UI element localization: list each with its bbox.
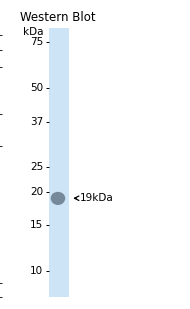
Text: 10: 10 (30, 266, 43, 276)
Title: Western Blot: Western Blot (20, 11, 96, 24)
Text: 37: 37 (30, 117, 43, 127)
Text: kDa: kDa (23, 27, 43, 37)
Ellipse shape (51, 192, 65, 205)
Text: 50: 50 (30, 83, 43, 93)
Text: 19kDa: 19kDa (80, 193, 114, 203)
Text: 20: 20 (30, 187, 43, 197)
Text: 75: 75 (30, 37, 43, 47)
Text: 15: 15 (30, 220, 43, 230)
Bar (49, 28, 69, 297)
Text: 25: 25 (30, 162, 43, 172)
